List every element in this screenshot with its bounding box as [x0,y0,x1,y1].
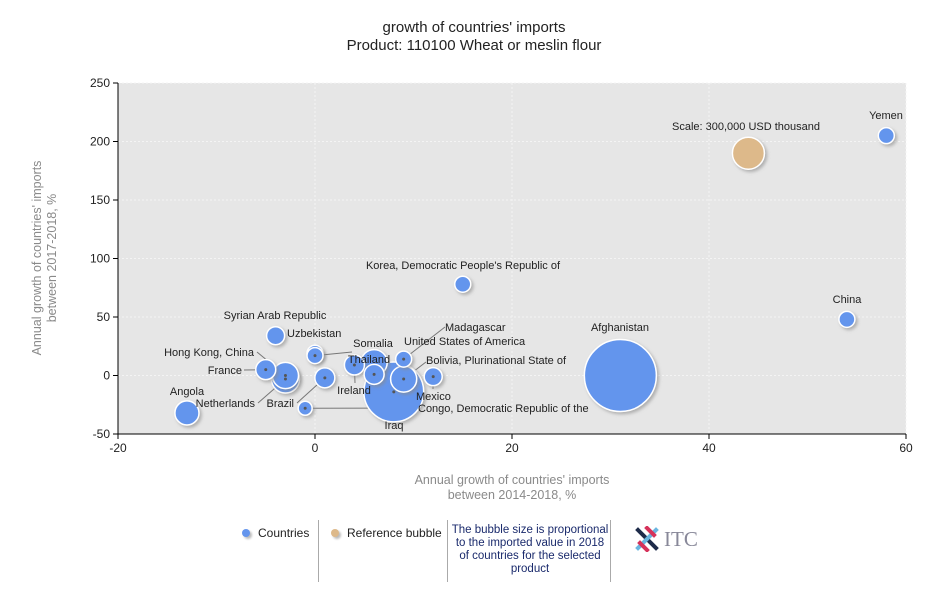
data-label: Madagascar [445,322,506,334]
data-label: Uzbekistan [287,328,341,340]
leader-dot [323,376,327,380]
leader-dot [283,374,287,377]
legend-divider [610,520,611,582]
data-label: Thailand [348,354,390,366]
reference-bubble [731,136,766,170]
x-axis-label-line2: between 2014-2018, % [448,488,577,502]
x-axis-label-line1: Annual growth of countries' imports [415,473,610,487]
data-label: Angola [170,386,205,398]
bubble-angola [174,400,200,426]
leader-dot [392,390,396,394]
x-tick-label: -20 [109,441,127,455]
itc-logo-icon [635,526,659,552]
data-label: Iraq [385,420,404,432]
data-label: Brazil [266,398,294,410]
leader-dot [372,372,376,376]
y-axis-label-line2: between 2017-2018, % [45,194,59,323]
leader-dot [352,363,356,367]
leader-dot [431,375,435,379]
data-label: France [208,365,242,377]
reference-bubble-label: Scale: 300,000 USD thousand [672,121,820,133]
reference-dot-icon [331,529,339,537]
leader-dot [303,406,307,410]
legend: Countries Reference bubble The bubble si… [0,518,950,582]
data-label: Hong Kong, China [164,347,255,359]
y-tick-label: 50 [97,310,111,324]
y-tick-label: 150 [90,193,110,207]
y-tick-label: 100 [90,252,110,266]
bubble-china [838,310,856,329]
chart-subtitle: Product: 110100 Wheat or meslin flour [347,37,602,54]
data-label: Mexico [416,391,451,403]
bubble-korea-democratic-people-s-republic-of [454,275,472,293]
x-tick-label: 40 [702,441,716,455]
itc-logo: ITC [634,526,698,552]
y-tick-label: -50 [93,427,111,441]
data-label: Syrian Arab Republic [224,310,327,322]
data-label: Korea, Democratic People's Republic of [366,260,561,272]
data-label: Congo, Democratic Republic of the [418,403,589,415]
chart-title: growth of countries' imports [383,19,566,36]
y-tick-label: 250 [90,76,110,90]
legend-countries[interactable]: Countries [242,526,309,540]
data-label: Bolivia, Plurinational State of [426,355,567,367]
data-label: Netherlands [196,398,256,410]
data-label: China [833,294,863,306]
data-label: Somalia [353,338,394,350]
data-label: Afghanistan [591,322,649,334]
leader-dot [402,357,406,361]
leader-dot [313,354,317,358]
legend-reference[interactable]: Reference bubble [331,526,442,540]
bubble-uzbekistan [265,325,286,346]
legend-divider [318,520,319,582]
legend-divider [447,520,448,582]
legend-reference-label: Reference bubble [347,526,442,540]
countries-dot-icon [242,529,250,537]
leader-dot [264,368,268,372]
leader-dot [283,377,287,381]
y-tick-label: 200 [90,135,110,149]
leader-dot [402,377,406,381]
data-label: Yemen [869,110,903,122]
x-tick-label: 60 [899,441,913,455]
data-label: Ireland [337,385,371,397]
x-tick-label: 20 [505,441,519,455]
itc-logo-text: ITC [664,526,698,551]
bubble-chart: growth of countries' imports Product: 11… [30,19,913,502]
bubble-yemen [877,126,896,145]
data-label: United States of America [404,336,526,348]
y-axis-label-line1: Annual growth of countries' imports [30,161,44,356]
x-tick-label: 0 [312,441,319,455]
bubble-afghanistan [583,338,658,413]
y-tick-label: 0 [103,369,110,383]
legend-countries-label: Countries [258,526,310,540]
bubble-size-note: The bubble size is proportional to the i… [451,524,609,575]
